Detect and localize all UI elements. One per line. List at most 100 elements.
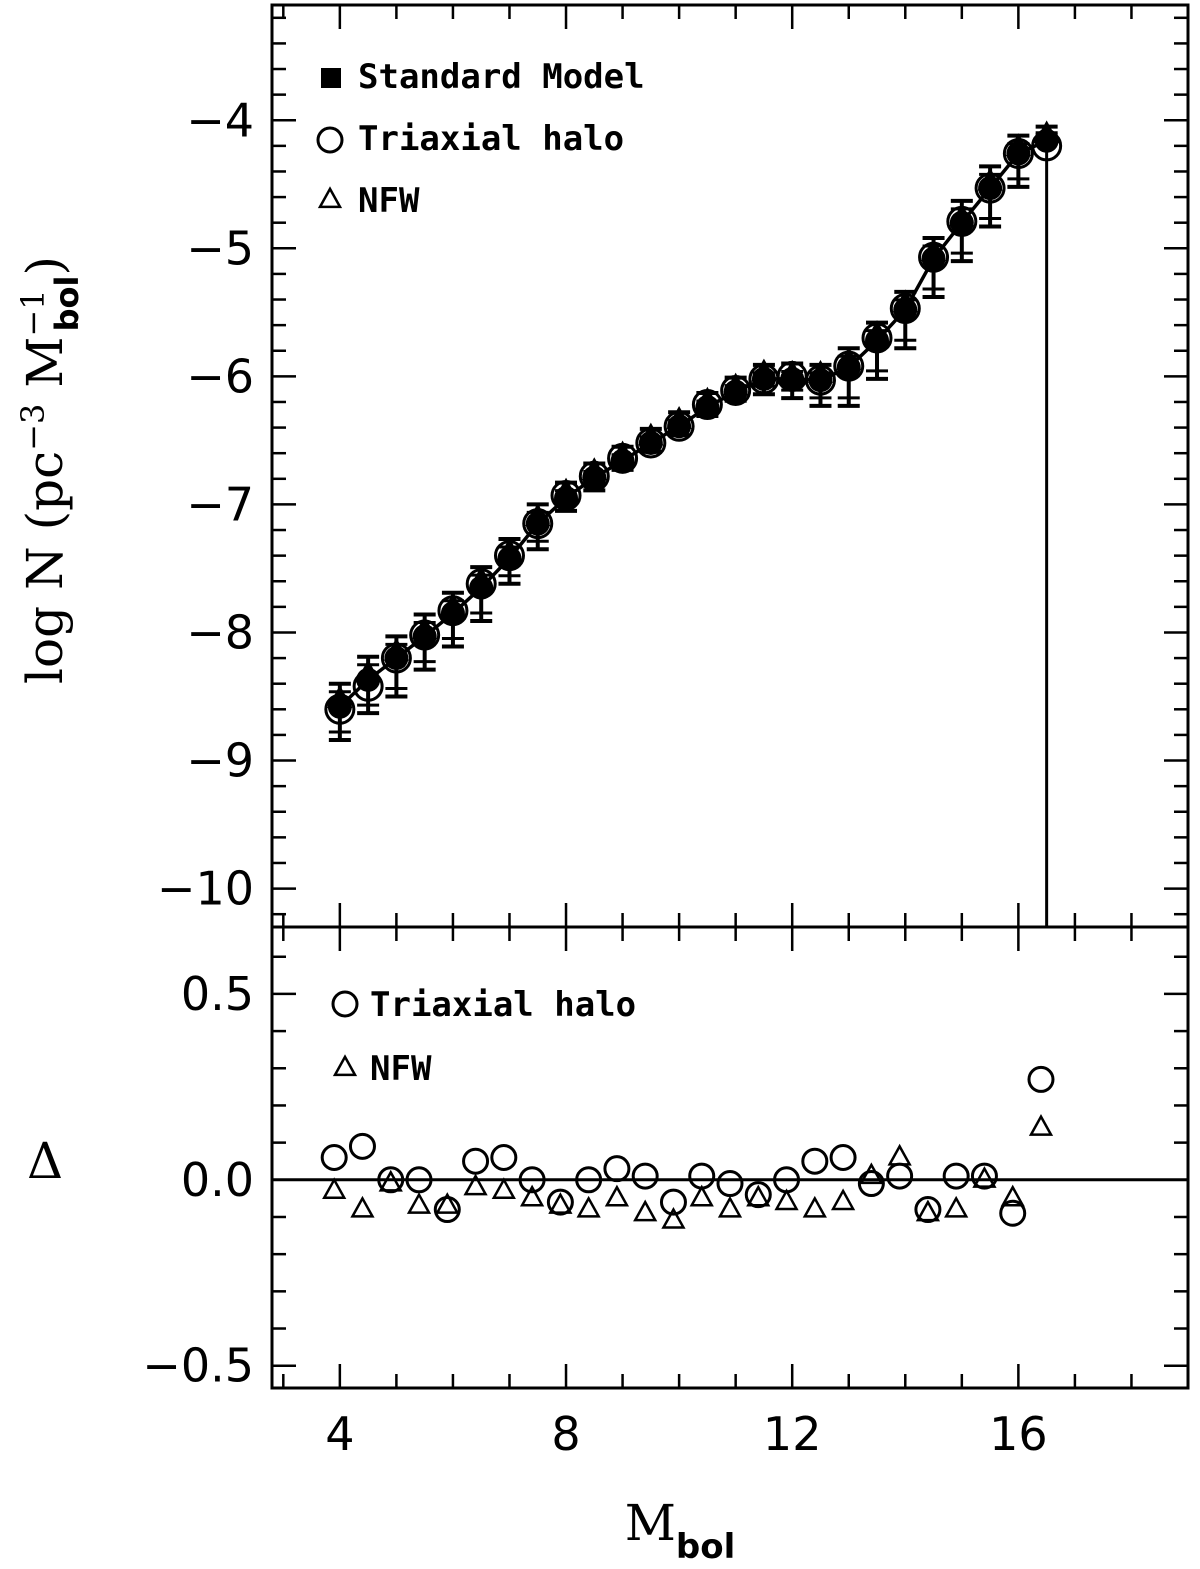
standard-model-point [610, 448, 635, 473]
triaxial-residual-point [744, 1181, 772, 1209]
x-axis-label: Mbol [625, 1494, 736, 1567]
standard-model-point [695, 395, 720, 420]
bottom-y-axis-label: Δ [27, 1132, 63, 1190]
standard-model-point [525, 511, 550, 536]
nfw-residual-point [661, 1206, 686, 1229]
legend-marker-circle [316, 126, 344, 154]
y-tick-label: −10 [157, 862, 254, 916]
nfw-residual-point [1000, 1184, 1025, 1207]
y-tick-label: 0.0 [181, 1153, 254, 1207]
standard-model-point [1034, 128, 1059, 153]
triaxial-residual-point [829, 1144, 857, 1171]
standard-model-point [582, 465, 607, 490]
y-tick-label: −0.5 [142, 1339, 254, 1393]
standard-model-point [327, 694, 352, 719]
triaxial-residual-point [546, 1188, 574, 1216]
standard-model-point [836, 355, 861, 380]
standard-model-point [1006, 141, 1031, 166]
x-tick-label: 12 [763, 1407, 822, 1461]
triaxial-residual-point [490, 1144, 518, 1171]
standard-model-point [497, 546, 522, 571]
legend-label: Triaxial halo [358, 119, 624, 159]
nfw-residual-point [519, 1184, 545, 1207]
standard-model-point [893, 297, 918, 322]
triaxial-residual-point [518, 1166, 546, 1194]
legend-label: Standard Model [358, 57, 645, 97]
triaxial-residual-point [405, 1166, 433, 1194]
triaxial-residual-point [348, 1132, 376, 1160]
y-tick-label: −4 [186, 93, 254, 147]
legend-marker-triangle [332, 1054, 358, 1077]
triaxial-residual-point [603, 1155, 631, 1183]
triaxial-residual-point [914, 1196, 942, 1224]
legend-label: Triaxial halo [370, 985, 636, 1025]
legend-label: NFW [370, 1049, 432, 1089]
nfw-residual-point [774, 1188, 799, 1211]
triaxial-residual-point [970, 1162, 998, 1190]
triaxial-residual-point [999, 1199, 1027, 1227]
nfw-residual-point [491, 1177, 516, 1200]
top-panel: −10 −9 −8 −7 −6 −5 −4 Standard Model Triaxial ha… [157, 3, 1190, 929]
nfw-residual-point [972, 1166, 997, 1188]
top-y-axis-label: log N (pc−3 M−1bol) [14, 256, 86, 684]
nfw-residual-point [802, 1195, 827, 1218]
bottom-plot-frame [270, 925, 1190, 1390]
triaxial-residual-point [886, 1162, 914, 1190]
nfw-residual-point [350, 1195, 375, 1218]
nfw-residual-point [1028, 1114, 1054, 1136]
nfw-residual-point [717, 1195, 743, 1218]
standard-model-point [440, 601, 465, 626]
standard-model-point [356, 667, 381, 692]
nfw-residual-point [378, 1169, 403, 1192]
x-tick-label: 16 [989, 1407, 1048, 1461]
triaxial-residual-point [320, 1144, 348, 1171]
standard-model-point [554, 486, 579, 511]
y-tick-label: −5 [186, 221, 254, 275]
triaxial-residual-point [631, 1162, 659, 1190]
nfw-residual-point [689, 1184, 714, 1207]
standard-model-point [638, 430, 663, 455]
triaxial-residual-point [857, 1170, 885, 1198]
nfw-residual-point [633, 1199, 658, 1222]
nfw-residual-point [576, 1195, 601, 1218]
nfw-residual-point [322, 1177, 347, 1200]
y-tick-label: −7 [186, 477, 254, 531]
legend-label: NFW [358, 181, 420, 221]
x-tick-label: 8 [551, 1407, 580, 1461]
standard-model-point [412, 624, 437, 649]
nfw-residual-point [915, 1199, 941, 1222]
standard-model-point [978, 176, 1003, 201]
standard-model-point [751, 366, 776, 391]
triaxial-residual-point [575, 1166, 603, 1194]
x-tick-label: 4 [325, 1407, 354, 1461]
standard-model-point [723, 379, 748, 404]
legend-marker-triangle [317, 186, 343, 209]
standard-model-point [921, 246, 946, 271]
nfw-residual-point [746, 1184, 771, 1207]
legend-marker-square [321, 68, 341, 88]
nfw-residual-point [406, 1192, 432, 1214]
nfw-residual-point [604, 1184, 630, 1207]
triaxial-residual-point [659, 1188, 687, 1216]
triaxial-residual-point [942, 1162, 970, 1190]
triaxial-residual-point [462, 1147, 490, 1175]
triaxial-residual-point [377, 1166, 405, 1194]
standard-model-point [780, 366, 805, 391]
standard-model-point [384, 646, 409, 671]
nfw-residual-point [830, 1188, 856, 1211]
y-tick-label: −9 [186, 734, 254, 788]
standard-model-point [667, 414, 692, 439]
nfw-residual-point [887, 1143, 912, 1166]
y-tick-label: 0.5 [181, 967, 254, 1021]
nfw-residual-point [435, 1192, 460, 1214]
standard-model-point [808, 368, 833, 393]
triaxial-residual-point [801, 1147, 829, 1175]
nfw-residual-point [548, 1192, 573, 1214]
legend-marker-circle [331, 990, 359, 1018]
triaxial-residual-point [433, 1196, 461, 1224]
standard-model-point [949, 210, 974, 235]
nfw-residual-point [463, 1173, 488, 1196]
nfw-residual-point [944, 1195, 969, 1218]
bottom-panel: 4 8 12 16 −0.5 0.0 0.5 Triaxial halo NFW [142, 925, 1190, 1461]
